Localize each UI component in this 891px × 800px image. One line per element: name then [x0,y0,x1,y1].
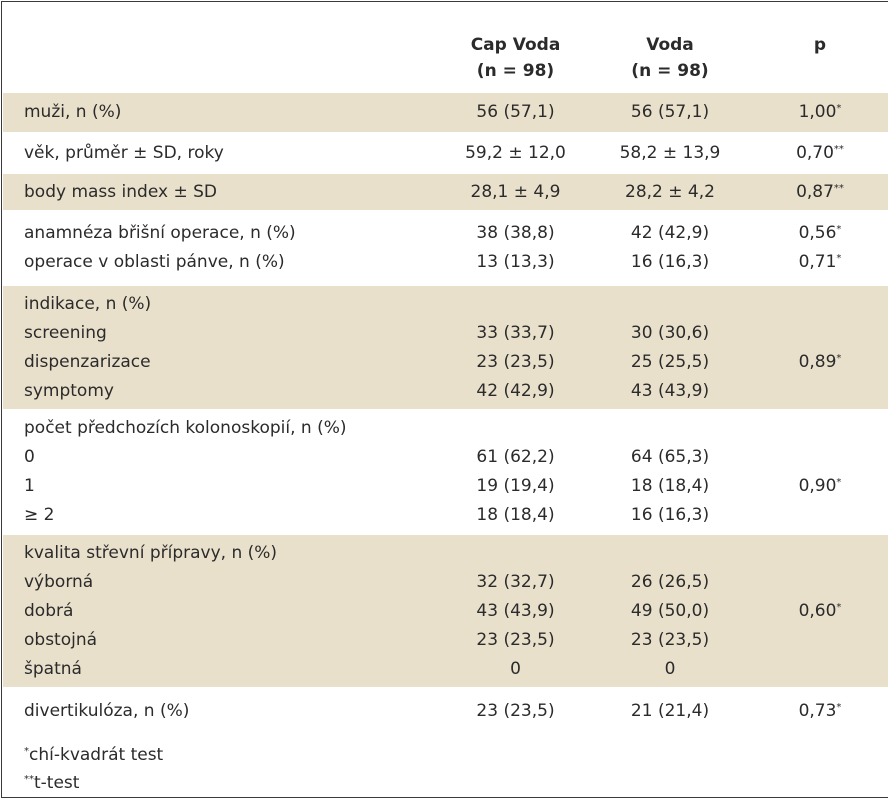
p-value: 0,56* [798,223,842,243]
table-row-indikace: indikace, n (%) screening dispenzarizace… [3,284,888,410]
header-cap-voda-name: Cap Voda [470,35,561,55]
footnote-t-test: **t-test [24,773,80,793]
voda-value: 30 (30,6) [630,322,710,343]
cap-voda-value: 23 (23,5) [476,629,555,650]
voda-value: 64 (65,3) [630,447,710,467]
cap-voda-value: 42 (42,9) [476,380,555,401]
table-row-vek: věk, průměr ± SD, roky 59,2 ± 12,0 58,2 … [3,132,888,173]
table-row-kolonoskopie: počet předchozích kolonoskopií, n (%) 0 … [3,409,888,534]
row-label: operace v oblasti pánve, n (%) [24,252,285,272]
header-cap-voda: Cap Voda (n = 98) [413,2,588,93]
voda-value: 16 (16,3) [630,252,710,272]
p-value: 0,71* [798,252,842,272]
voda-value: 43 (43,9) [630,380,710,401]
cap-voda-value: 13 (13,3) [476,252,555,272]
row-label: divertikulóza, n (%) [3,687,413,734]
p-value: 0,70** [738,132,888,173]
row-label: body mass index ± SD [3,172,413,211]
cap-voda-value: 56 (57,1) [413,93,588,133]
cap-voda-value: 23 (23,5) [476,351,555,372]
p-value: 0,87** [738,172,888,211]
cap-voda-value: 43 (43,9) [476,600,555,621]
table-row-bmi: body mass index ± SD 28,1 ± 4,9 28,2 ± 4… [3,172,888,211]
cap-voda-value: 38 (38,8) [476,223,555,243]
row-label: počet předchozích kolonoskopií, n (%) [24,418,347,438]
row-sublabel: obstojná [24,629,98,650]
header-row: Cap Voda (n = 98) Voda (n = 98) p [3,2,888,93]
cap-voda-value: 59,2 ± 12,0 [413,132,588,173]
voda-value: 0 [664,658,676,679]
row-sublabel: symptomy [24,380,114,401]
cap-voda-value: 61 (62,2) [476,447,555,467]
cap-voda-value: 0 [510,658,521,679]
header-voda-name: Voda [646,35,694,55]
row-sublabel: ≥ 2 [24,505,55,525]
table-row-priprava: kvalita střevní přípravy, n (%) výborná … [3,533,888,688]
voda-value: 25 (25,5) [630,351,710,372]
row-label: anamnéza břišní operace, n (%) [24,223,296,243]
header-voda: Voda (n = 98) [588,2,738,93]
voda-value: 21 (21,4) [588,687,738,734]
patient-characteristics-table: Cap Voda (n = 98) Voda (n = 98) p muži, n … [3,2,888,797]
footnotes-row: *chí-kvadrát test **t-test [3,733,888,797]
voda-value: 58,2 ± 13,9 [588,132,738,173]
cap-voda-value: 18 (18,4) [476,505,555,525]
voda-value: 18 (18,4) [630,476,710,496]
voda-value: 23 (23,5) [630,629,710,650]
p-value: 1,00* [738,93,888,133]
row-sublabel: 1 [24,476,35,496]
row-label: kvalita střevní přípravy, n (%) [24,542,278,563]
row-label: věk, průměr ± SD, roky [3,132,413,173]
row-sublabel: 0 [24,447,35,467]
p-value: 0,89* [798,351,842,372]
row-sublabel: výborná [24,571,94,592]
voda-value: 56 (57,1) [588,93,738,133]
cap-voda-value: 32 (32,7) [476,571,555,592]
row-label: muži, n (%) [3,93,413,133]
p-value: 0,90* [798,476,842,496]
footnote-chi-square: *chí-kvadrát test [24,745,164,765]
p-value: 0,60* [798,600,842,621]
cap-voda-value: 23 (23,5) [413,687,588,734]
voda-value: 26 (26,5) [630,571,710,592]
cap-voda-value: 28,1 ± 4,9 [413,172,588,211]
table-row-operace: anamnéza břišní operace, n (%) operace v… [3,210,888,285]
row-sublabel: špatná [24,658,82,679]
table-row-divertikuloza: divertikulóza, n (%) 23 (23,5) 21 (21,4)… [3,687,888,734]
voda-value: 49 (50,0) [630,600,710,621]
row-sublabel: dobrá [24,600,74,621]
voda-value: 28,2 ± 4,2 [588,172,738,211]
header-empty-cell [3,2,413,93]
row-sublabel: screening [24,322,107,343]
row-sublabel: dispenzarizace [24,351,151,372]
cap-voda-value: 19 (19,4) [476,476,555,496]
table-row-muzi: muži, n (%) 56 (57,1) 56 (57,1) 1,00* [3,93,888,133]
p-value: 0,73* [738,687,888,734]
cap-voda-value: 33 (33,7) [476,322,555,343]
header-voda-n: (n = 98) [631,61,709,81]
voda-value: 42 (42,9) [630,223,710,243]
header-cap-voda-n: (n = 98) [476,61,555,81]
voda-value: 16 (16,3) [630,505,710,525]
row-label: indikace, n (%) [24,293,152,314]
header-p: p [738,2,888,93]
